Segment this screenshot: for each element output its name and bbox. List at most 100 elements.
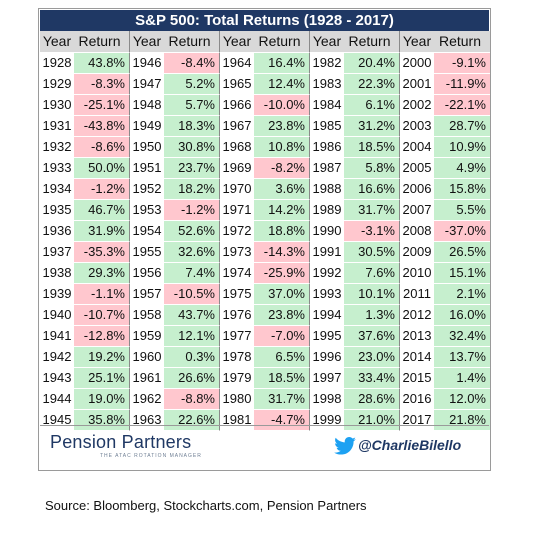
- negative-return-cell: -1.2%: [164, 200, 220, 221]
- year-cell: 1986: [310, 137, 344, 158]
- negative-return-cell: -1.1%: [74, 284, 130, 305]
- year-cell: 2015: [400, 368, 434, 389]
- positive-return-cell: 25.1%: [74, 368, 130, 389]
- year-cell: 1967: [220, 116, 254, 137]
- year-cell: 1990: [310, 221, 344, 242]
- positive-return-cell: 1.3%: [344, 305, 400, 326]
- year-cell: 2009: [400, 242, 434, 263]
- negative-return-cell: -11.9%: [434, 74, 490, 95]
- year-cell: 2013: [400, 326, 434, 347]
- positive-return-cell: 10.9%: [434, 137, 490, 158]
- negative-return-cell: -3.1%: [344, 221, 400, 242]
- year-cell: 2007: [400, 200, 434, 221]
- year-cell: 1972: [220, 221, 254, 242]
- year-cell: 1933: [40, 158, 74, 179]
- negative-return-cell: -25.9%: [254, 263, 310, 284]
- year-cell: 1956: [130, 263, 164, 284]
- year-cell: 1977: [220, 326, 254, 347]
- positive-return-cell: 14.2%: [254, 200, 310, 221]
- positive-return-cell: 5.7%: [164, 95, 220, 116]
- year-cell: 2010: [400, 263, 434, 284]
- positive-return-cell: 10.1%: [344, 284, 400, 305]
- year-cell: 1951: [130, 158, 164, 179]
- positive-return-cell: 20.4%: [344, 53, 400, 74]
- negative-return-cell: -12.8%: [74, 326, 130, 347]
- year-cell: 1949: [130, 116, 164, 137]
- negative-return-cell: -25.1%: [74, 95, 130, 116]
- positive-return-cell: 7.4%: [164, 263, 220, 284]
- year-cell: 1985: [310, 116, 344, 137]
- positive-return-cell: 31.7%: [344, 200, 400, 221]
- positive-return-cell: 33.4%: [344, 368, 400, 389]
- positive-return-cell: 50.0%: [74, 158, 130, 179]
- positive-return-cell: 18.3%: [164, 116, 220, 137]
- year-cell: 1965: [220, 74, 254, 95]
- year-cell: 1982: [310, 53, 344, 74]
- year-cell: 1950: [130, 137, 164, 158]
- year-cell: 2000: [400, 53, 434, 74]
- year-cell: 1944: [40, 389, 74, 410]
- year-cell: 1959: [130, 326, 164, 347]
- year-cell: 2008: [400, 221, 434, 242]
- positive-return-cell: 6.1%: [344, 95, 400, 116]
- year-cell: 1941: [40, 326, 74, 347]
- year-cell: 1936: [40, 221, 74, 242]
- positive-return-cell: 31.2%: [344, 116, 400, 137]
- returns-grid: Year Return Year Return Year Return Year Return…: [40, 31, 490, 431]
- year-cell: 1962: [130, 389, 164, 410]
- positive-return-cell: 5.2%: [164, 74, 220, 95]
- positive-return-cell: 23.8%: [254, 305, 310, 326]
- year-cell: 1995: [310, 326, 344, 347]
- positive-return-cell: 5.8%: [344, 158, 400, 179]
- year-cell: 1989: [310, 200, 344, 221]
- twitter-handle[interactable]: @CharlieBilello: [358, 437, 462, 453]
- year-cell: 1953: [130, 200, 164, 221]
- positive-return-cell: 52.6%: [164, 221, 220, 242]
- positive-return-cell: 18.5%: [254, 368, 310, 389]
- year-cell: 1935: [40, 200, 74, 221]
- year-cell: 1939: [40, 284, 74, 305]
- positive-return-cell: 31.7%: [254, 389, 310, 410]
- positive-return-cell: 28.6%: [344, 389, 400, 410]
- positive-return-cell: 30.5%: [344, 242, 400, 263]
- year-cell: 1999: [310, 410, 344, 431]
- year-cell: 1929: [40, 74, 74, 95]
- year-cell: 1963: [130, 410, 164, 431]
- positive-return-cell: 16.0%: [434, 305, 490, 326]
- year-cell: 1931: [40, 116, 74, 137]
- year-cell: 1969: [220, 158, 254, 179]
- positive-return-cell: 12.1%: [164, 326, 220, 347]
- positive-return-cell: 37.0%: [254, 284, 310, 305]
- negative-return-cell: -43.8%: [74, 116, 130, 137]
- year-cell: 1998: [310, 389, 344, 410]
- year-cell: 1934: [40, 179, 74, 200]
- year-cell: 1961: [130, 368, 164, 389]
- negative-return-cell: -7.0%: [254, 326, 310, 347]
- positive-return-cell: 16.6%: [344, 179, 400, 200]
- negative-return-cell: -10.5%: [164, 284, 220, 305]
- year-cell: 1983: [310, 74, 344, 95]
- positive-return-cell: 2.1%: [434, 284, 490, 305]
- year-cell: 2016: [400, 389, 434, 410]
- positive-return-cell: 16.4%: [254, 53, 310, 74]
- year-cell: 2003: [400, 116, 434, 137]
- return-header: Return: [164, 31, 220, 53]
- year-cell: 1993: [310, 284, 344, 305]
- year-cell: 1994: [310, 305, 344, 326]
- positive-return-cell: 1.4%: [434, 368, 490, 389]
- positive-return-cell: 5.5%: [434, 200, 490, 221]
- year-cell: 1980: [220, 389, 254, 410]
- year-cell: 1952: [130, 179, 164, 200]
- positive-return-cell: 26.6%: [164, 368, 220, 389]
- positive-return-cell: 23.7%: [164, 158, 220, 179]
- positive-return-cell: 4.9%: [434, 158, 490, 179]
- year-cell: 1932: [40, 137, 74, 158]
- positive-return-cell: 12.4%: [254, 74, 310, 95]
- positive-return-cell: 29.3%: [74, 263, 130, 284]
- year-cell: 1991: [310, 242, 344, 263]
- negative-return-cell: -37.0%: [434, 221, 490, 242]
- year-cell: 1987: [310, 158, 344, 179]
- positive-return-cell: 23.8%: [254, 116, 310, 137]
- positive-return-cell: 23.0%: [344, 347, 400, 368]
- year-cell: 1955: [130, 242, 164, 263]
